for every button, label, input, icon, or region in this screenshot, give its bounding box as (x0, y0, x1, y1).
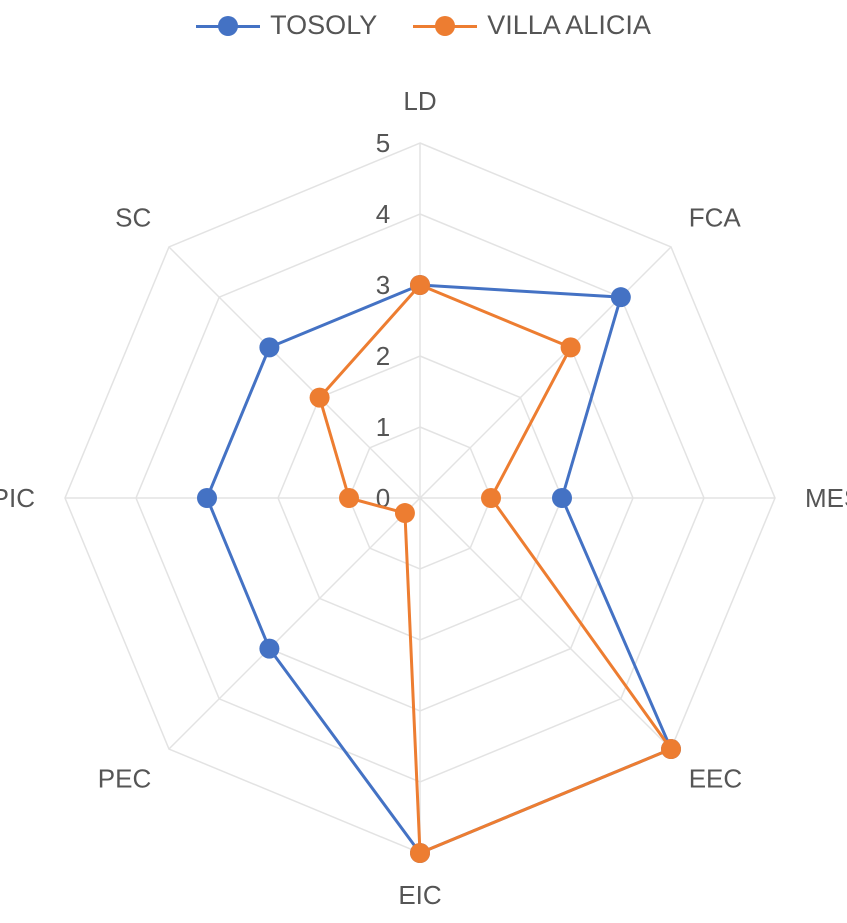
legend-dot-series-2 (435, 15, 456, 36)
legend-swatch-series-1 (196, 14, 261, 38)
category-label: FCA (689, 202, 742, 232)
radial-tick-label: 2 (376, 341, 390, 371)
category-label: SC (115, 202, 151, 232)
data-point (410, 843, 430, 863)
legend-label-series-2: VILLA ALICIA (487, 10, 651, 40)
data-point (259, 638, 280, 659)
data-point (339, 488, 359, 508)
legend-swatch-series-2 (413, 14, 478, 38)
grid-spoke-2 (419, 246, 672, 499)
radial-tick-label: 3 (376, 270, 390, 300)
category-label: EEC (689, 764, 742, 794)
series-2 (309, 275, 682, 863)
grid-spoke-4 (419, 497, 672, 750)
data-point (610, 287, 631, 308)
chart-legend: TOSOLY VILLA ALICIA (0, 10, 847, 41)
data-point (481, 488, 501, 508)
radial-tick-label: 4 (376, 199, 390, 229)
radial-tick-label: 5 (376, 128, 390, 158)
data-point (560, 337, 581, 358)
radial-tick-label: 1 (376, 412, 390, 442)
grid-spoke-8 (168, 246, 421, 499)
data-point (410, 275, 430, 295)
series-line-2 (318, 283, 673, 855)
category-label: PEC (98, 764, 151, 794)
category-label: PIC (0, 483, 35, 513)
series-line-1 (205, 283, 673, 855)
legend-item-series-1: TOSOLY (196, 10, 377, 41)
legend-label-series-1: TOSOLY (270, 10, 378, 40)
category-labels: LD FCA MES EEC EIC PEC PIC SC (0, 86, 847, 910)
data-point (309, 387, 330, 408)
grid-spoke-6 (168, 497, 421, 750)
legend-dot-series-1 (218, 15, 239, 36)
data-point (661, 739, 682, 760)
data-point (197, 488, 217, 508)
data-point (552, 488, 572, 508)
data-point (394, 503, 415, 524)
legend-item-series-2: VILLA ALICIA (413, 10, 651, 41)
category-label: LD (403, 86, 436, 116)
category-label: EIC (398, 880, 441, 910)
data-point (259, 337, 280, 358)
category-label: MES (805, 483, 847, 513)
